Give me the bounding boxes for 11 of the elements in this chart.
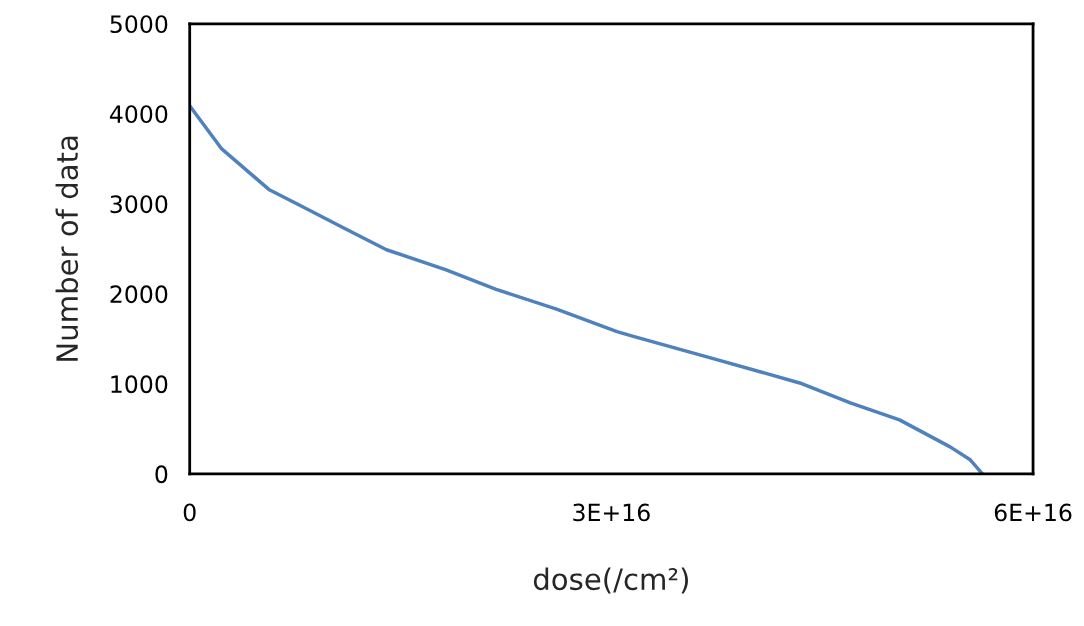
y-tick-label: 1000 bbox=[111, 375, 168, 394]
y-tick-label: 0 bbox=[155, 465, 168, 484]
y-tick-label: 3000 bbox=[110, 195, 168, 214]
y-axis-title: Number of data bbox=[55, 136, 79, 361]
x-tick-label: 3E+16 bbox=[573, 503, 650, 522]
x-tick-label: 0 bbox=[183, 503, 196, 522]
x-tick-label: 6E+16 bbox=[994, 503, 1072, 522]
x-axis-title: dose(/cm²) bbox=[533, 567, 688, 594]
y-tick-label: 2000 bbox=[110, 285, 168, 304]
y-tick-label: 5000 bbox=[110, 15, 168, 34]
y-tick-label: 4000 bbox=[109, 105, 168, 124]
